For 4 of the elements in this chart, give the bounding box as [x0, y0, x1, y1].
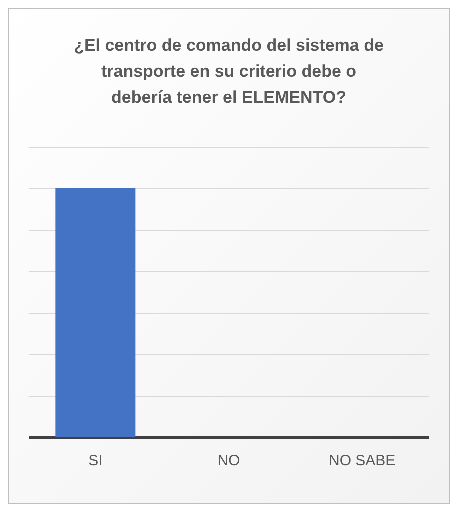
chart-title: ¿El centro de comando del sistema de transporte en su criterio debe o debería tener el ELEMENTO? [74, 36, 384, 107]
x-tick-label: NO [218, 452, 240, 470]
x-tick-label: NO SABE [328, 452, 396, 470]
x-tick-label: SI [88, 452, 103, 470]
